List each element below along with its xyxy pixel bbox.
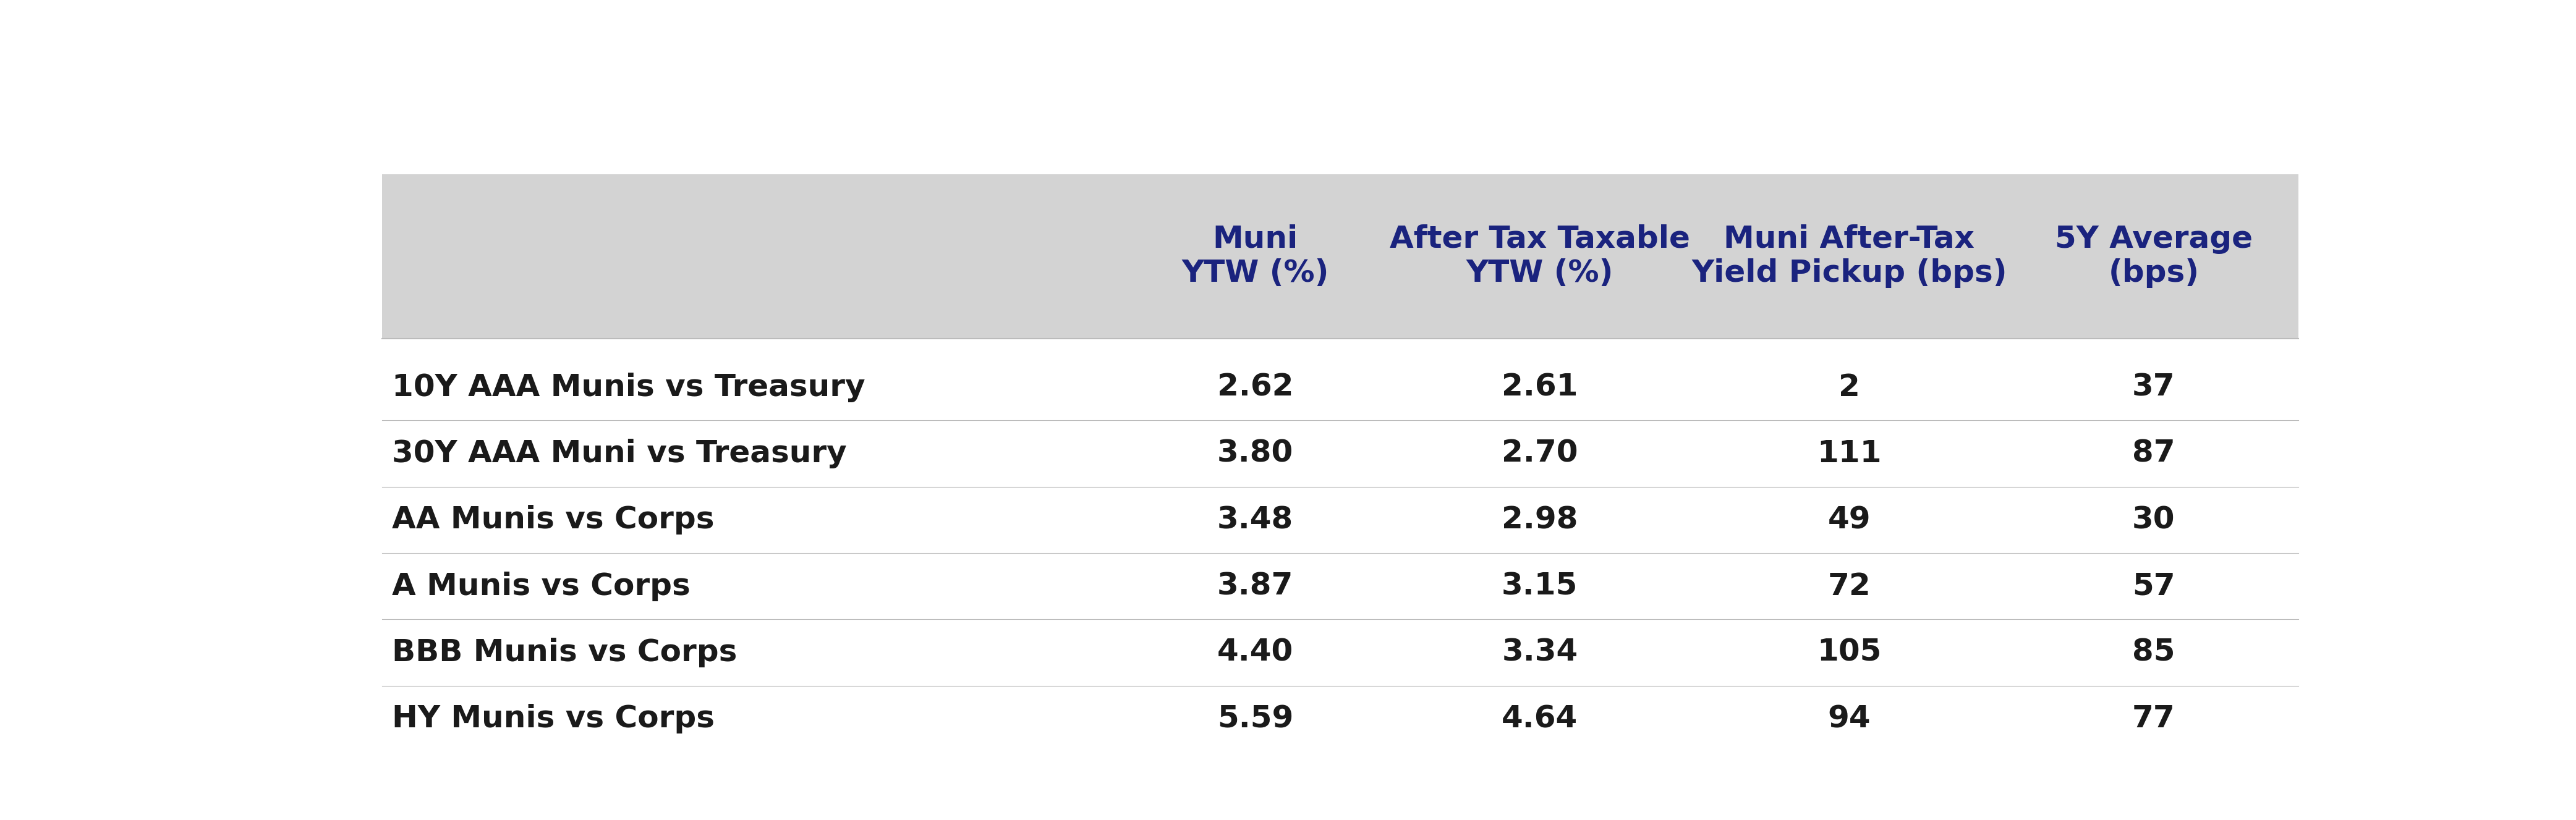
Text: 49: 49 [1829, 505, 1870, 535]
Text: After Tax Taxable
YTW (%): After Tax Taxable YTW (%) [1388, 224, 1690, 289]
Text: 77: 77 [2133, 704, 2174, 734]
Text: BBB Munis vs Corps: BBB Munis vs Corps [392, 638, 737, 667]
Bar [381, 686, 2298, 752]
Bar [381, 174, 2298, 339]
Bar [381, 553, 2298, 619]
Text: 3.80: 3.80 [1218, 439, 1293, 468]
Text: HY Munis vs Corps: HY Munis vs Corps [392, 704, 714, 734]
Text: 3.34: 3.34 [1502, 638, 1579, 667]
Text: 2.61: 2.61 [1502, 372, 1579, 402]
Text: AA Munis vs Corps: AA Munis vs Corps [392, 505, 714, 535]
Text: Muni After-Tax
Yield Pickup (bps): Muni After-Tax Yield Pickup (bps) [1692, 224, 2007, 289]
Text: 85: 85 [2133, 638, 2174, 667]
Text: 4.64: 4.64 [1502, 704, 1579, 734]
Text: 57: 57 [2133, 572, 2174, 601]
Text: 87: 87 [2133, 439, 2174, 468]
Bar [381, 487, 2298, 553]
Text: A Munis vs Corps: A Munis vs Corps [392, 572, 690, 601]
Text: 72: 72 [1829, 572, 1870, 601]
Text: 2.62: 2.62 [1216, 372, 1293, 402]
Bar [381, 354, 2298, 421]
Text: 5.59: 5.59 [1218, 704, 1293, 734]
Text: 3.87: 3.87 [1218, 572, 1293, 601]
Text: 37: 37 [2133, 372, 2174, 402]
Bar [381, 619, 2298, 686]
Text: 5Y Average
(bps): 5Y Average (bps) [2056, 224, 2251, 289]
Text: Muni
YTW (%): Muni YTW (%) [1182, 224, 1329, 289]
Bar [381, 421, 2298, 487]
Text: 111: 111 [1816, 439, 1880, 468]
Text: 10Y AAA Munis vs Treasury: 10Y AAA Munis vs Treasury [392, 372, 866, 402]
Text: 3.15: 3.15 [1502, 572, 1579, 601]
Text: 2.70: 2.70 [1502, 439, 1579, 468]
Text: 4.40: 4.40 [1218, 638, 1293, 667]
Text: 3.48: 3.48 [1218, 505, 1293, 535]
Text: 2: 2 [1839, 372, 1860, 402]
Text: 30Y AAA Muni vs Treasury: 30Y AAA Muni vs Treasury [392, 439, 848, 468]
Text: 105: 105 [1816, 638, 1880, 667]
Text: 30: 30 [2133, 505, 2174, 535]
Text: 2.98: 2.98 [1502, 505, 1579, 535]
Text: 94: 94 [1829, 704, 1870, 734]
